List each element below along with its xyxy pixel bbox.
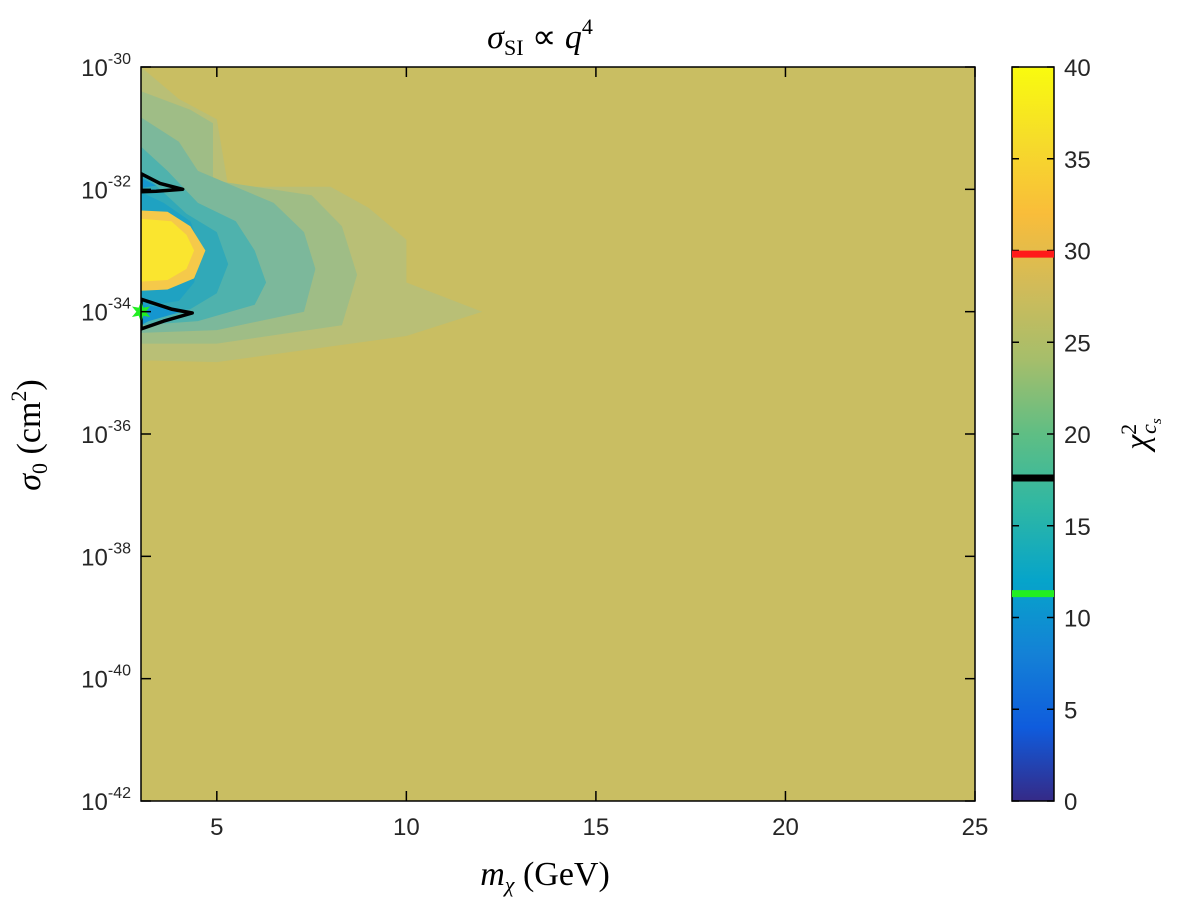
heatmap-region-8 <box>141 177 157 188</box>
colorbar-tick-label: 15 <box>1064 514 1091 541</box>
colorbar-level-markers <box>1012 250 1054 598</box>
plot-background <box>141 67 975 801</box>
colorbar-tick-label: 25 <box>1064 330 1091 357</box>
colorbar: 0 5 10 15 20 25 30 35 40 <box>1011 55 1091 816</box>
x-axis-ticks: 5 10 15 20 25 <box>210 67 988 841</box>
heatmap-regions <box>141 67 483 363</box>
chart-title: σSI ∝ q4 <box>487 14 593 60</box>
y-tick-label: 10-32 <box>81 173 131 204</box>
plot-area: 5 10 15 20 25 10-42 10-40 10-38 10-36 10-34 10-32… <box>81 51 988 841</box>
colorbar-tick-label: 35 <box>1064 147 1091 174</box>
svg-text:σSI ∝ q4: σSI ∝ q4 <box>487 14 593 60</box>
heatmap-region-7 <box>141 218 195 282</box>
svg-text:mχ (GeV): mχ (GeV) <box>480 856 610 897</box>
colorbar-tick-label: 40 <box>1064 55 1091 82</box>
y-axis-label: σ0 (cm2) <box>6 379 52 490</box>
y-tick-label: 10-34 <box>81 296 131 327</box>
x-tick-label: 25 <box>962 814 989 841</box>
colorbar-label: χ2cs <box>1116 418 1165 453</box>
y-axis-ticks: 10-42 10-40 10-38 10-36 10-34 10-32 10-30 <box>81 51 975 816</box>
colorbar-tick-label: 20 <box>1064 422 1091 449</box>
colorbar-tick-label: 5 <box>1064 697 1077 724</box>
y-tick-label: 10-36 <box>81 418 131 449</box>
x-tick-label: 10 <box>393 814 420 841</box>
svg-text:σ0 (cm2): σ0 (cm2) <box>6 379 52 490</box>
y-tick-label: 10-30 <box>81 51 131 82</box>
colorbar-tick-label: 30 <box>1064 239 1091 266</box>
contour-lines <box>141 171 194 331</box>
colorbar-tick-label: 0 <box>1064 789 1077 816</box>
x-tick-label: 20 <box>772 814 799 841</box>
y-tick-label: 10-38 <box>81 540 131 571</box>
colorbar-ticks: 0 5 10 15 20 25 30 35 40 <box>1012 55 1091 816</box>
x-tick-label: 15 <box>583 814 610 841</box>
contour-line-1 <box>141 297 194 331</box>
x-axis-label: mχ (GeV) <box>480 856 610 897</box>
y-tick-label: 10-40 <box>81 663 131 694</box>
x-tick-label: 5 <box>210 814 223 841</box>
y-tick-label: 10-42 <box>81 785 131 816</box>
svg-text:χ2cs: χ2cs <box>1116 418 1165 453</box>
contour-line-0 <box>141 171 185 194</box>
colorbar-tick-label: 10 <box>1064 606 1091 633</box>
